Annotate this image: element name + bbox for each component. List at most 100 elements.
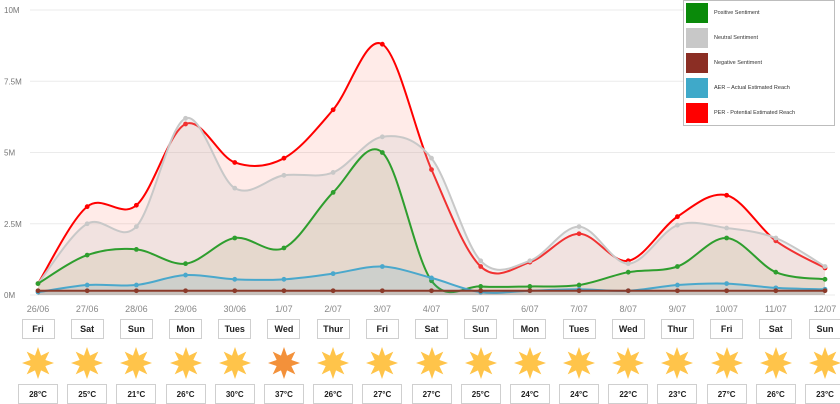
forecast-day-label: Sun [809,319,840,339]
data-point [36,281,41,286]
data-point [232,288,237,293]
data-point [331,170,336,175]
legend-swatch [686,103,708,123]
data-point [577,288,582,293]
legend-item: PER - Potential Estimated Reach [684,100,834,125]
forecast-temperature: 25°C [461,384,501,404]
forecast-temperature: 27°C [362,384,402,404]
sun-icon [465,347,497,379]
forecast-day-label: Thur [661,319,694,339]
sun-icon [366,347,398,379]
data-point [724,226,729,231]
forecast-day-label: Wed [612,319,645,339]
y-tick-label: 7.5M [4,77,22,86]
sun-icon [416,347,448,379]
x-tick-label: 9/07 [669,304,687,314]
forecast-day-label: Tues [563,319,596,339]
forecast-day-label: Sat [759,319,792,339]
data-point [675,214,680,219]
forecast-temperature: 27°C [707,384,747,404]
y-tick-label: 10M [4,6,20,15]
data-point [134,224,139,229]
x-tick-label: 10/07 [715,304,738,314]
data-point [85,221,90,226]
forecast-day-label: Wed [267,319,300,339]
forecast-temperature: 23°C [805,384,840,404]
data-point [331,271,336,276]
x-tick-label: 11/07 [765,304,787,314]
x-tick-label: 5/07 [472,304,490,314]
forecast-temperature: 21°C [116,384,156,404]
forecast-day-label: Tues [218,319,251,339]
data-point [380,264,385,269]
data-point [85,288,90,293]
legend-label: Positive Sentiment [714,10,760,16]
data-point [724,288,729,293]
data-point [478,258,483,263]
sun-icon [711,347,743,379]
data-point [36,288,41,293]
data-point [380,150,385,155]
data-point [823,277,828,282]
forecast-temperature: 26°C [756,384,796,404]
data-point [675,223,680,228]
forecast-temperature: 28°C [18,384,58,404]
forecast-temperature: 37°C [264,384,304,404]
legend-label: PER - Potential Estimated Reach [714,110,795,116]
data-point [478,288,483,293]
data-point [134,288,139,293]
data-point [773,270,778,275]
legend-label: Negative Sentiment [714,60,762,66]
data-point [134,247,139,252]
sun-icon [268,347,300,379]
data-point [183,116,188,121]
data-point [183,273,188,278]
forecast-day-label: Sat [415,319,448,339]
data-point [823,288,828,293]
sun-icon [22,347,54,379]
data-point [134,203,139,208]
data-point [675,288,680,293]
forecast-temperature: 26°C [313,384,353,404]
forecast-day-label: Thur [317,319,350,339]
forecast-temperature: 30°C [215,384,255,404]
data-point [823,264,828,269]
x-tick-label: 4/07 [423,304,441,314]
data-point [183,288,188,293]
forecast-temperature: 25°C [67,384,107,404]
data-point [429,156,434,161]
x-tick-label: 30/06 [223,304,246,314]
x-tick-label: 6/07 [521,304,539,314]
x-tick-label: 3/07 [374,304,392,314]
data-point [232,236,237,241]
data-point [331,107,336,112]
data-point [527,284,532,289]
data-point [626,270,631,275]
forecast-temperature: 26°C [166,384,206,404]
sun-icon [120,347,152,379]
x-tick-label: 7/07 [570,304,588,314]
forecast-day-label: Fri [22,319,55,339]
legend-item: AER – Actual Estimated Reach [684,75,834,100]
sun-icon [514,347,546,379]
legend-item: Positive Sentiment [684,1,834,26]
sun-icon [71,347,103,379]
data-point [134,283,139,288]
sun-icon [612,347,644,379]
forecast-day-label: Sat [71,319,104,339]
data-point [331,288,336,293]
data-point [626,261,631,266]
sun-icon [661,347,693,379]
data-point [232,186,237,191]
forecast-temperature: 24°C [510,384,550,404]
data-point [380,288,385,293]
forecast-day-label: Sun [120,319,153,339]
data-point [232,277,237,282]
data-point [183,261,188,266]
data-point [282,288,287,293]
data-point [429,288,434,293]
data-point [282,277,287,282]
data-point [724,236,729,241]
data-point [85,283,90,288]
